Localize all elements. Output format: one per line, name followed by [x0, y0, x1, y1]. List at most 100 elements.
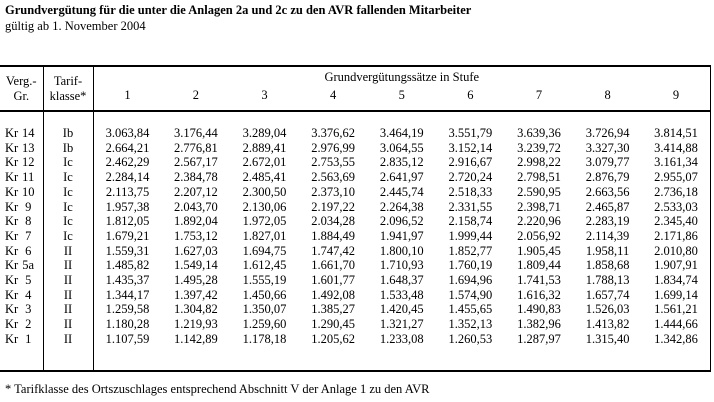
- stufe-value-cell: 3.464,19: [379, 126, 424, 140]
- stufe-value-cell: 1.233,08: [379, 331, 424, 346]
- verg-gr-cell: Kr 4: [0, 287, 44, 303]
- table-row: Kr 5a II 1.485,82 1.549,14 1.612,45 1.661,70 1.…: [0, 258, 711, 274]
- tarifklasse-cell: Ic: [43, 184, 94, 200]
- stufe-value-cell: 2.096,52: [379, 214, 424, 229]
- stufe-value-cell: 2.518,33: [448, 184, 493, 199]
- verg-gr-number: 14: [21, 126, 35, 140]
- verg-gr-prefix: Kr: [5, 317, 19, 332]
- tarifklasse-cell: Ic: [43, 155, 94, 171]
- stufe-value-cell: 1.809,44: [517, 258, 561, 273]
- stufe-value-cell: 1.382,96: [517, 317, 561, 332]
- stufe-header-row: 1 2 3 4 5 6 7 8 9: [0, 86, 711, 111]
- table-row: Kr 6 II 1.559,31 1.627,03 1.694,75 1.747,42 1.8…: [0, 243, 711, 259]
- stufe-value-cell: 2.876,79: [585, 170, 630, 185]
- stufe-value-cell: 1.612,45: [242, 258, 287, 273]
- stufe-value-cell: 1.627,03: [174, 243, 218, 258]
- verg-gr-prefix: Kr: [5, 214, 19, 229]
- stufe-header: 4: [330, 88, 337, 102]
- stufe-value-cell: 2.034,28: [311, 214, 355, 229]
- stufe-value-cell: 2.207,12: [174, 184, 218, 199]
- col-header-verg-gr-line1: Verg.-: [5, 73, 37, 88]
- tarifklasse-cell: Ib: [43, 140, 94, 156]
- stufe-value-cell: 2.130,06: [242, 199, 287, 214]
- tarifklasse-cell: II: [43, 258, 94, 274]
- stufe-value-cell: 1.834,74: [654, 273, 698, 288]
- stufe-value-cell: 1.259,58: [105, 302, 150, 317]
- stufe-value-cell: 2.384,78: [174, 170, 218, 185]
- stufe-value-cell: 2.113,75: [105, 184, 150, 199]
- stufe-value-cell: 2.976,99: [311, 140, 355, 155]
- stufe-header: 6: [467, 88, 474, 102]
- stufe-value-cell: 1.490,83: [517, 302, 561, 317]
- stufe-value-cell: 2.641,97: [379, 170, 424, 185]
- stufe-value-cell: 2.445,74: [379, 184, 424, 199]
- stufe-value-cell: 2.331,55: [448, 199, 493, 214]
- stufe-value-cell: 1.142,89: [174, 331, 218, 346]
- stufe-value-cell: 2.345,40: [654, 214, 698, 229]
- stufe-value-cell: 2.485,41: [242, 170, 287, 185]
- stufe-value-cell: 1.941,97: [379, 228, 424, 243]
- stufe-value-cell: 2.664,21: [105, 140, 150, 155]
- stufe-value-cell: 1.455,65: [448, 302, 493, 317]
- stufe-value-cell: 1.260,53: [448, 331, 493, 346]
- verg-gr-prefix: Kr: [5, 228, 19, 243]
- stufe-value-cell: 1.526,03: [585, 302, 630, 317]
- stufe-value-cell: 1.694,75: [242, 243, 287, 258]
- verg-gr-number: 9: [25, 199, 32, 214]
- verg-gr-prefix: Kr: [5, 243, 19, 258]
- table-row: Kr 10 Ic 2.113,75 2.207,12 2.300,50 2.373,10 2.…: [0, 184, 711, 200]
- stufe-value-cell: 2.114,39: [585, 228, 630, 243]
- stufe-value-cell: 2.776,81: [174, 140, 218, 155]
- stufe-header: 5: [398, 88, 405, 102]
- stufe-value-cell: 1.397,42: [174, 287, 218, 302]
- stufe-value-cell: 1.315,40: [585, 331, 630, 346]
- stufe-value-cell: 1.753,12: [174, 228, 218, 243]
- tarifklasse-cell: II: [43, 317, 94, 332]
- stufe-value-cell: 1.555,19: [242, 273, 287, 288]
- table-row: Kr 4 II 1.344,17 1.397,42 1.450,66 1.492,08 1.5…: [0, 287, 711, 303]
- verg-gr-prefix: Kr: [5, 184, 19, 199]
- stufe-value-cell: 2.998,22: [517, 155, 561, 170]
- stufe-value-cell: 3.064,55: [379, 140, 424, 155]
- stufe-value-cell: 3.239,72: [517, 140, 561, 155]
- verg-gr-number: 3: [25, 302, 32, 317]
- stufe-value-cell: 1.350,07: [242, 302, 287, 317]
- stufe-value-cell: 2.916,67: [448, 155, 493, 170]
- verg-gr-number: 5a: [22, 258, 35, 273]
- verg-gr-prefix: Kr: [5, 170, 19, 185]
- stufe-value-cell: 2.563,69: [311, 170, 355, 185]
- tarifklasse-cell: Ic: [43, 199, 94, 215]
- stufe-header: 3: [261, 88, 268, 102]
- stufe-value-cell: 2.056,92: [517, 228, 561, 243]
- tarifklasse-cell: Ic: [43, 228, 94, 244]
- stufe-value-cell: 3.161,34: [654, 155, 698, 170]
- verg-gr-cell: Kr 2: [0, 317, 44, 332]
- verg-gr-number: 13: [21, 140, 35, 155]
- stufe-value-cell: 1.492,08: [311, 287, 355, 302]
- stufe-value-cell: 2.197,22: [311, 199, 355, 214]
- verg-gr-prefix: Kr: [5, 199, 19, 214]
- stufe-value-cell: 2.043,70: [174, 199, 218, 214]
- verg-gr-number: 4: [25, 287, 32, 302]
- verg-gr-prefix: Kr: [5, 287, 19, 302]
- table-row: Kr 9 Ic 1.957,38 2.043,70 2.130,06 2.197,22 2.2…: [0, 199, 711, 215]
- stufe-value-cell: 2.283,19: [585, 214, 630, 229]
- stufe-value-cell: 1.304,82: [174, 302, 218, 317]
- stufe-value-cell: 2.465,87: [585, 199, 630, 214]
- verg-gr-prefix: Kr: [5, 155, 19, 170]
- stufe-value-cell: 2.889,41: [242, 140, 287, 155]
- stufe-value-cell: 1.958,11: [585, 243, 630, 258]
- stufe-value-cell: 1.892,04: [174, 214, 218, 229]
- verg-gr-number: 5: [25, 273, 32, 288]
- verg-gr-prefix: Kr: [5, 258, 19, 273]
- table-row: Kr 7 Ic 1.679,21 1.753,12 1.827,01 1.884,49 1.9…: [0, 228, 711, 244]
- stufe-value-cell: 1.549,14: [174, 258, 218, 273]
- stufe-value-cell: 1.321,27: [379, 317, 424, 332]
- stufe-value-cell: 1.413,82: [585, 317, 630, 332]
- stufe-value-cell: 1.485,82: [105, 258, 150, 273]
- verg-gr-prefix: Kr: [5, 273, 19, 288]
- stufe-header: 2: [192, 88, 200, 102]
- verg-gr-cell: Kr 7: [0, 228, 44, 244]
- col-header-verg-gr-line2: Gr.: [13, 88, 30, 103]
- stufe-value-cell: 3.289,04: [242, 126, 287, 140]
